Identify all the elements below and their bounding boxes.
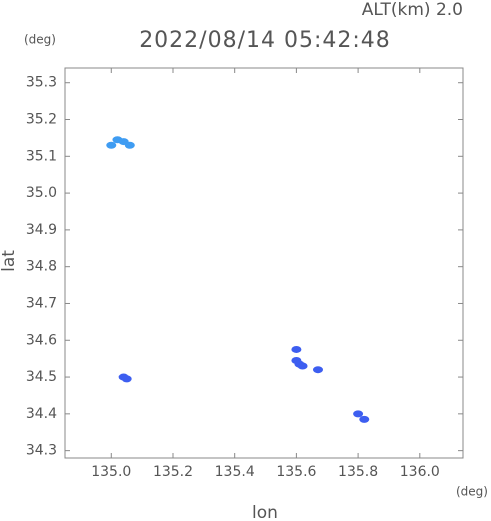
echo-cell <box>297 362 308 370</box>
echo-cell <box>124 141 135 149</box>
y-tick-label: 35.0 <box>26 185 57 201</box>
y-tick-label: 34.8 <box>26 259 57 275</box>
y-tick-label: 34.5 <box>26 369 57 385</box>
x-tick-label: 135.0 <box>91 464 131 480</box>
echo-cell <box>359 415 370 423</box>
echo-cell <box>121 375 132 383</box>
y-tick-label: 35.1 <box>26 148 57 164</box>
y-tick-label: 34.4 <box>26 406 57 422</box>
echo-cell <box>106 141 117 149</box>
x-tick-label: 135.8 <box>338 464 378 480</box>
y-axis-label: lat <box>0 250 19 272</box>
y-tick-label: 35.2 <box>26 112 57 128</box>
x-tick-label: 135.6 <box>276 464 316 480</box>
altitude-label: ALT(km) 2.0 <box>362 0 463 20</box>
plot-frame <box>64 67 464 459</box>
x-tick-label: 135.2 <box>153 464 193 480</box>
y-tick-label: 34.6 <box>26 332 57 348</box>
y-tick-label: 34.3 <box>26 443 57 459</box>
y-tick-label: 34.9 <box>26 222 57 238</box>
chart-title: 2022/08/14 05:42:48 <box>139 28 391 53</box>
x-tick-label: 135.4 <box>215 464 255 480</box>
y-tick-label: 34.7 <box>26 295 57 311</box>
x-unit: (deg) <box>456 485 488 499</box>
y-tick-label: 35.3 <box>26 75 57 91</box>
echo-cell <box>291 345 302 353</box>
echo-cell <box>312 366 323 374</box>
echo-cell <box>353 410 364 418</box>
x-tick-label: 136.0 <box>400 464 440 480</box>
x-axis-label: lon <box>252 503 278 521</box>
y-unit: (deg) <box>24 33 56 47</box>
